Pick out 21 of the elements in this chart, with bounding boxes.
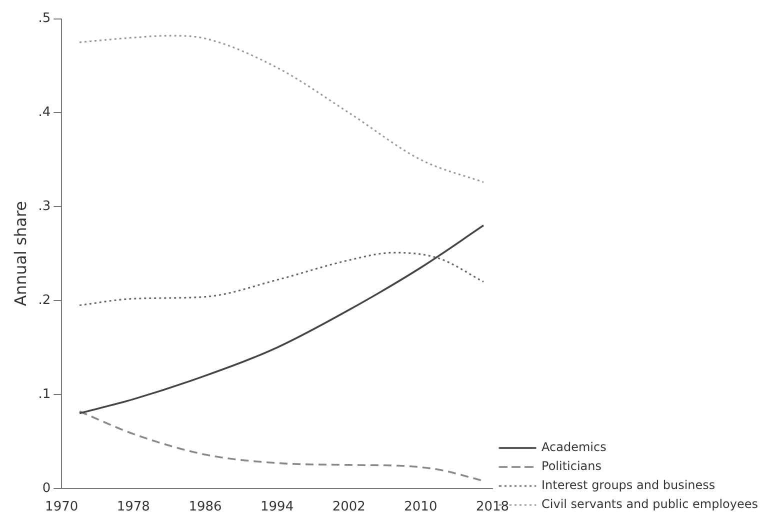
line-series: [78, 224, 484, 414]
legend-label: Academics: [542, 440, 606, 454]
x-tick-label: 1994: [260, 500, 294, 515]
x-tick-label: 2018: [476, 500, 510, 515]
line-series: [78, 252, 484, 306]
y-tick-label: 0: [42, 480, 51, 496]
legend-label: Civil servants and public employees: [542, 497, 758, 512]
line-series: [78, 34, 484, 184]
x-tick-label: 2010: [404, 500, 438, 515]
y-tick-label: .3: [38, 199, 51, 214]
y-tick-label: .2: [38, 292, 51, 308]
legend-label: Interest groups and business: [542, 478, 716, 492]
x-tick-label: 2002: [332, 500, 366, 515]
y-tick-label: .5: [38, 11, 51, 26]
x-tick-label: 1978: [116, 500, 150, 515]
x-tick-label: 1970: [45, 500, 78, 515]
legend-label: Politicians: [542, 459, 602, 474]
y-axis-title: Annual share: [10, 201, 30, 306]
y-tick-label: .4: [38, 105, 51, 120]
x-tick-label: 1986: [188, 500, 222, 515]
y-tick-label: .1: [38, 386, 51, 402]
